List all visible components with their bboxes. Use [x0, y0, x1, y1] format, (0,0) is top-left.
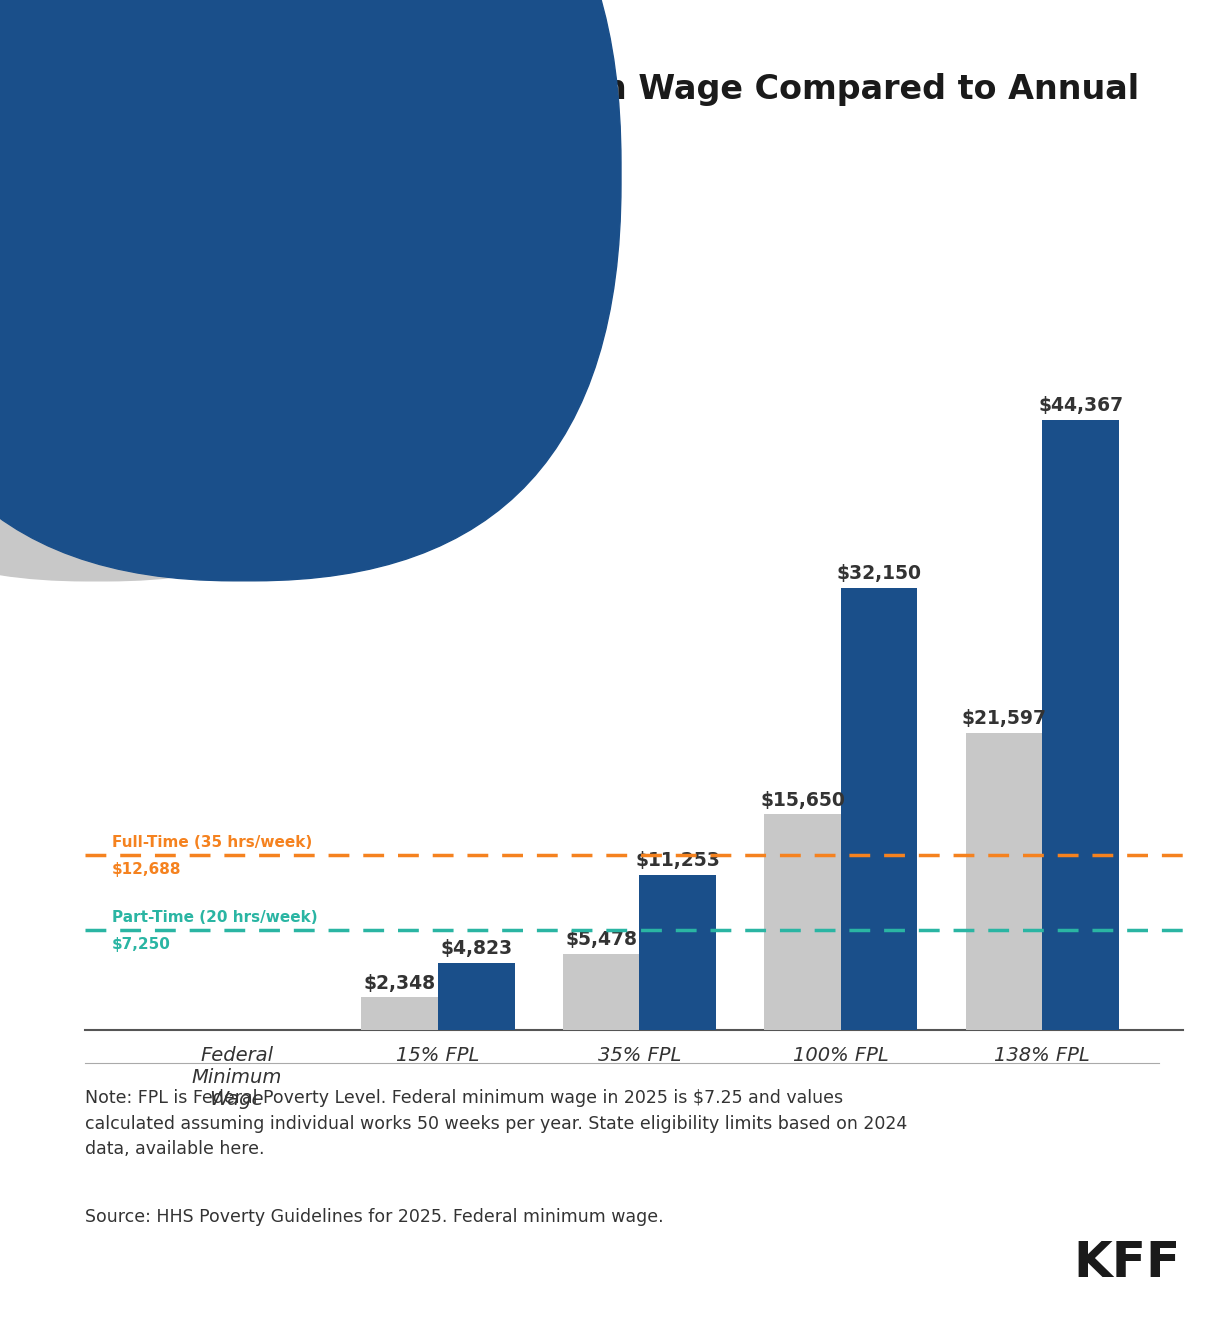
Bar: [438, 964, 515, 1030]
Text: $15,650: $15,650: [760, 791, 845, 809]
Text: $44,367: $44,367: [1038, 396, 1124, 414]
Text: Full-Time (35 hrs/week): Full-Time (35 hrs/week): [111, 836, 312, 850]
Bar: [966, 733, 1042, 1030]
Text: Note: FPL is Federal Poverty Level. Federal minimum wage in 2025 is $7.25 and va: Note: FPL is Federal Poverty Level. Fede…: [85, 1089, 908, 1159]
Text: KFF: KFF: [1074, 1239, 1181, 1287]
Text: Figure 7: Figure 7: [85, 33, 157, 51]
Text: Poverty Guidelines, 2025: Poverty Guidelines, 2025: [85, 125, 558, 158]
Bar: [765, 814, 841, 1030]
Text: Family of Four: Family of Four: [265, 161, 411, 181]
Text: $7,250: $7,250: [111, 937, 171, 952]
Text: Annual Earnings at Minimum Wage Compared to Annual: Annual Earnings at Minimum Wage Compared…: [85, 73, 1139, 106]
Text: Source: HHS Poverty Guidelines for 2025. Federal minimum wage.: Source: HHS Poverty Guidelines for 2025.…: [85, 1208, 664, 1226]
Text: Part-Time (20 hrs/week): Part-Time (20 hrs/week): [111, 909, 317, 925]
Bar: [841, 587, 917, 1030]
Bar: [562, 954, 639, 1030]
Text: $2,348: $2,348: [364, 974, 436, 993]
Text: $11,253: $11,253: [636, 851, 720, 870]
Bar: [1042, 420, 1119, 1030]
Text: $4,823: $4,823: [440, 940, 512, 958]
Text: Individual: Individual: [117, 161, 218, 181]
Bar: [639, 875, 716, 1030]
Bar: [361, 998, 438, 1030]
Text: $5,478: $5,478: [565, 931, 637, 949]
Text: $21,597: $21,597: [961, 709, 1047, 727]
Text: $12,688: $12,688: [111, 862, 181, 876]
Text: $32,150: $32,150: [837, 564, 921, 582]
